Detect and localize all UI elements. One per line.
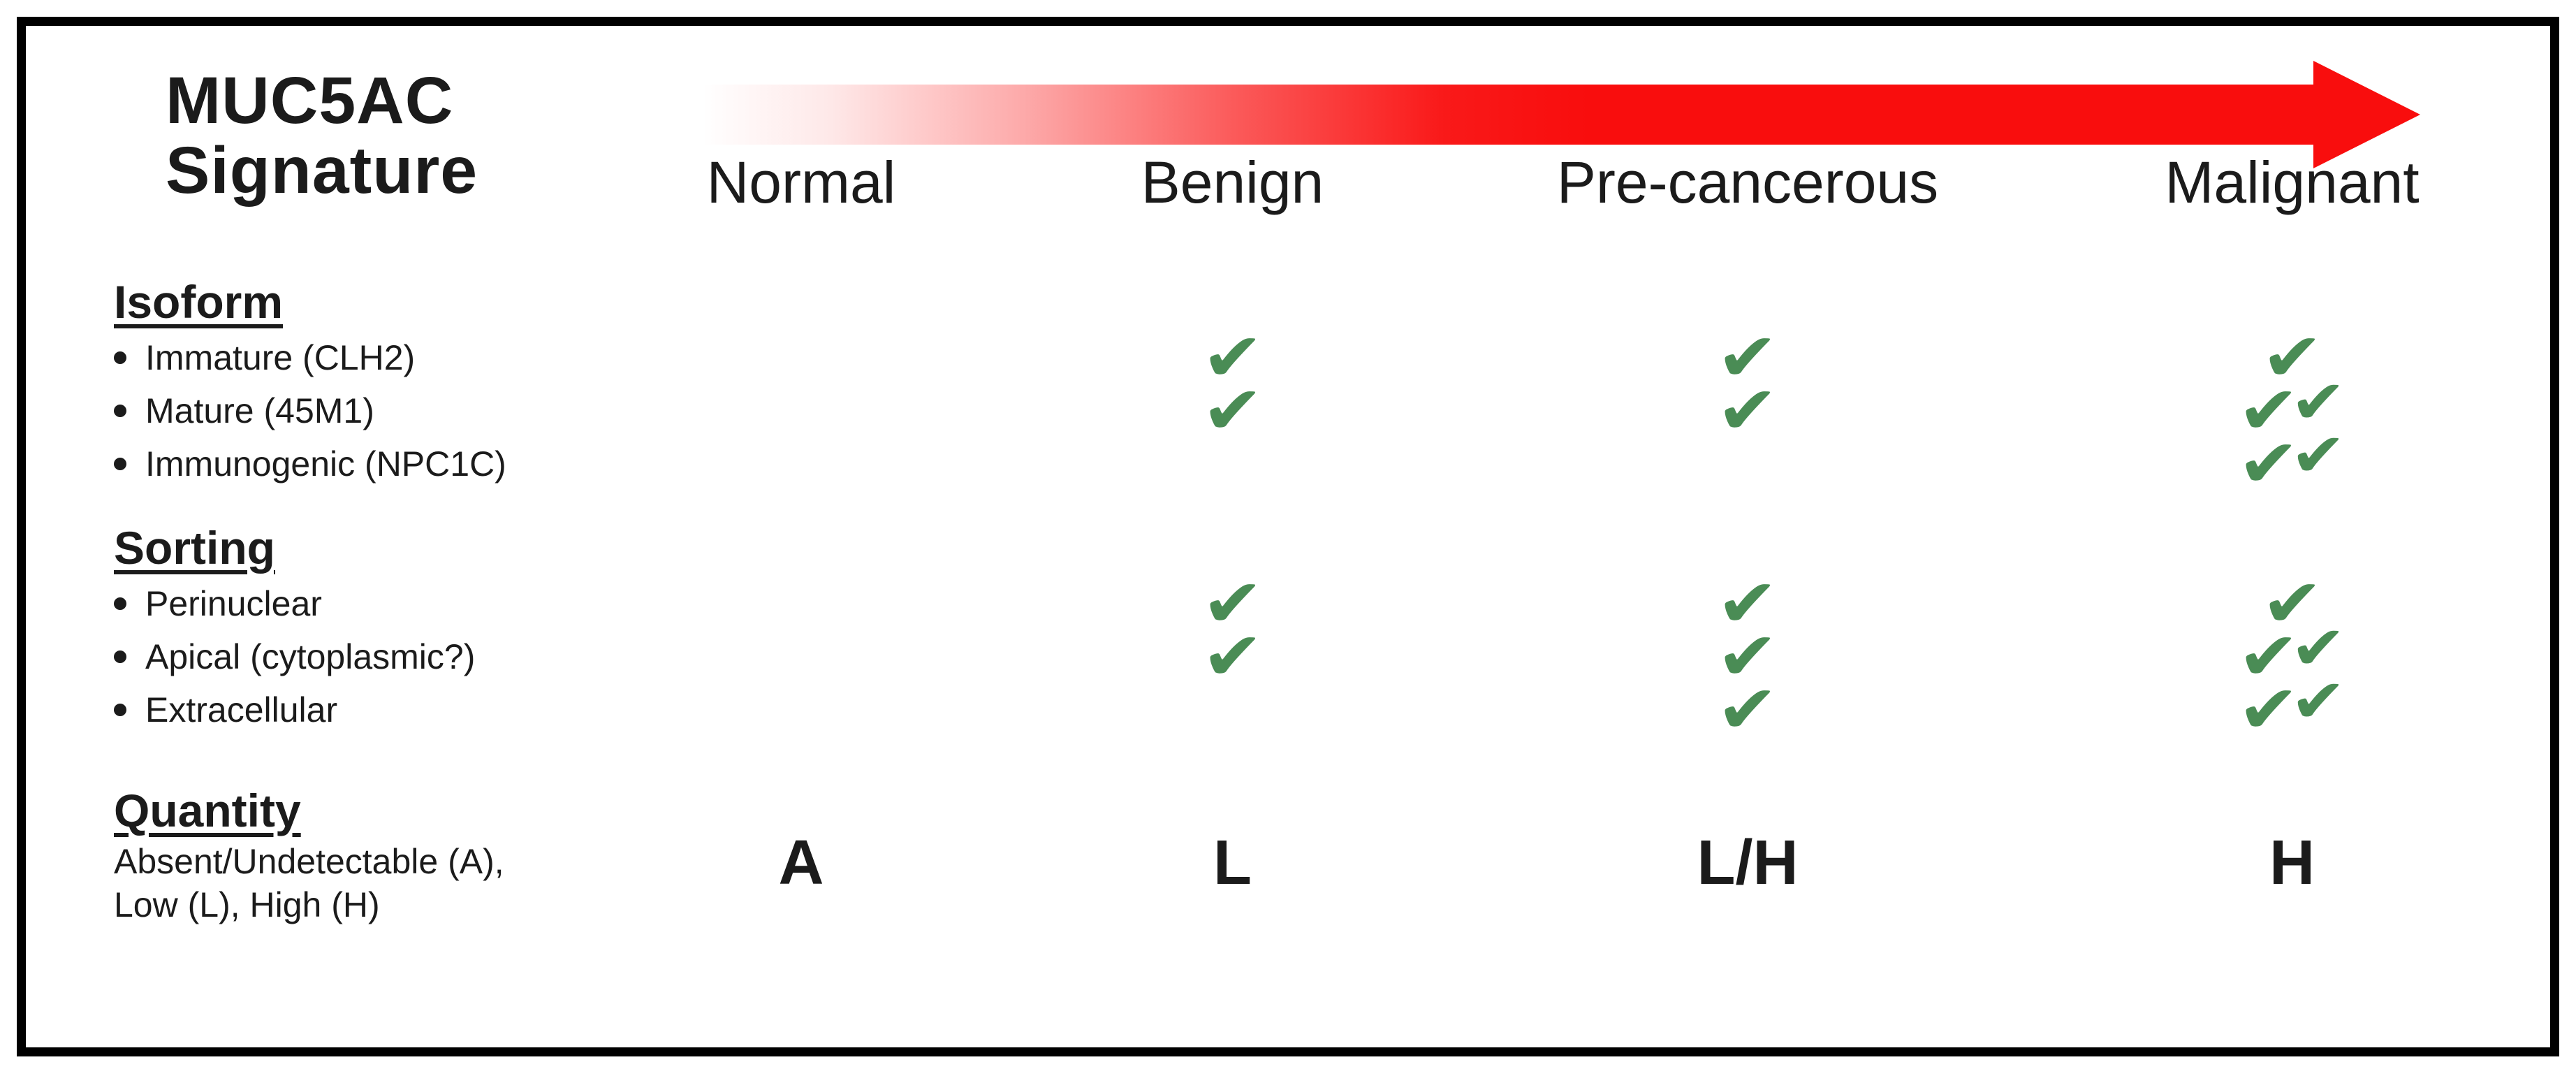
checkmark-icon: ✔	[1201, 567, 1264, 641]
stage-header-benign: Benign	[1141, 150, 1324, 215]
check-cell: ✔	[1461, 567, 2034, 641]
row-label: Extracellular	[114, 690, 337, 729]
checkmark-icon: ✔	[2237, 620, 2300, 694]
check-cell: ✔	[1461, 620, 2034, 694]
row-label: Perinuclear	[114, 584, 322, 623]
checkmark-icon: ✔	[2290, 422, 2347, 489]
figure-title-line1: MUC5AC	[166, 64, 454, 138]
table-row-apical: Apical (cytoplasmic?) ✔ ✔ ✔ ✔	[26, 618, 2550, 694]
check-cell: ✔	[2034, 321, 2550, 395]
row-label: Mature (45M1)	[114, 391, 374, 430]
checkmark-icon: ✔	[1716, 620, 1779, 694]
quantity-row: Quantity Absent/Undetectable (A), Low (L…	[26, 781, 2550, 926]
check-cell: ✔	[2034, 567, 2550, 641]
checkmark-icon: ✔	[2290, 615, 2347, 682]
table-row-mature: Mature (45M1) ✔ ✔ ✔ ✔	[26, 372, 2550, 448]
table-row-immunogenic: Immunogenic (NPC1C) ✔ ✔	[26, 426, 2550, 501]
checkmark-icon: ✔	[1201, 321, 1264, 395]
table-row-perinuclear: Perinuclear ✔ ✔ ✔	[26, 567, 2550, 641]
check-cell: ✔ ✔	[2034, 426, 2550, 501]
quantity-value-normal: A	[778, 827, 824, 898]
figure-title: MUC5AC Signature	[26, 66, 599, 205]
check-cell: ✔ ✔	[2034, 671, 2550, 747]
header-row: MUC5AC Signature Normal Benign Pre-cance…	[26, 26, 2550, 215]
figure-title-line2: Signature	[166, 133, 478, 208]
quantity-value-malignant: H	[2269, 827, 2315, 898]
check-cell: ✔	[1004, 567, 1461, 641]
checkmark-icon: ✔	[1716, 374, 1779, 448]
row-label: Immunogenic (NPC1C)	[114, 444, 506, 484]
row-label: Immature (CLH2)	[114, 338, 415, 377]
section-isoform: Isoform Immature (CLH2) ✔ ✔ ✔ Mature (45…	[26, 272, 2550, 501]
checkmark-icon: ✔	[1201, 374, 1264, 448]
check-cell: ✔	[1004, 620, 1461, 694]
section-heading-sorting: Sorting	[114, 522, 275, 574]
checkmark-icon: ✔	[1716, 673, 1779, 747]
section-sorting: Sorting Perinuclear ✔ ✔ ✔ Apical (cytopl…	[26, 518, 2550, 747]
section-heading-row: Sorting	[26, 518, 2550, 577]
check-cell: ✔ ✔	[2034, 372, 2550, 448]
checkmark-icon: ✔	[2290, 369, 2347, 436]
checkmark-icon: ✔	[2260, 567, 2324, 641]
table-row-immature: Immature (CLH2) ✔ ✔ ✔	[26, 321, 2550, 395]
quantity-note-line2: Low (L), High (H)	[114, 885, 380, 924]
arrow-gradient-shaft	[702, 85, 2313, 145]
checkmark-icon: ✔	[2260, 321, 2324, 395]
checkmark-icon: ✔	[2237, 374, 2300, 448]
checkmark-icon: ✔	[2290, 668, 2347, 735]
stage-header-malignant: Malignant	[2165, 150, 2420, 215]
arrow-head-icon	[2313, 61, 2420, 168]
check-cell: ✔	[1004, 374, 1461, 448]
checkmark-icon: ✔	[1716, 321, 1779, 395]
section-heading-row: Isoform	[26, 272, 2550, 331]
quantity-note-line1: Absent/Undetectable (A),	[114, 842, 504, 881]
stage-header-normal: Normal	[706, 150, 896, 215]
table-row-extracellular: Extracellular ✔ ✔ ✔	[26, 671, 2550, 747]
check-cell: ✔	[1461, 673, 2034, 747]
check-cell: ✔ ✔	[2034, 618, 2550, 694]
checkmark-icon: ✔	[2237, 673, 2300, 747]
section-heading-isoform: Isoform	[114, 276, 284, 328]
check-cell: ✔	[1461, 374, 2034, 448]
checkmark-icon: ✔	[1201, 620, 1264, 694]
check-cell: ✔	[1461, 321, 2034, 395]
checkmark-icon: ✔	[1716, 567, 1779, 641]
figure-border-box: MUC5AC Signature Normal Benign Pre-cance…	[17, 17, 2559, 1056]
quantity-legend: Quantity Absent/Undetectable (A), Low (L…	[26, 781, 599, 926]
quantity-value-pre-cancerous: L/H	[1697, 827, 1799, 898]
row-label: Apical (cytoplasmic?)	[114, 637, 475, 676]
checkmark-icon: ✔	[2237, 427, 2300, 501]
stage-header-pre-cancerous: Pre-cancerous	[1556, 150, 1939, 215]
check-cell: ✔	[1004, 321, 1461, 395]
section-heading-quantity: Quantity	[114, 785, 301, 836]
section-quantity: Quantity Absent/Undetectable (A), Low (L…	[26, 781, 2550, 926]
quantity-value-benign: L	[1213, 827, 1252, 898]
